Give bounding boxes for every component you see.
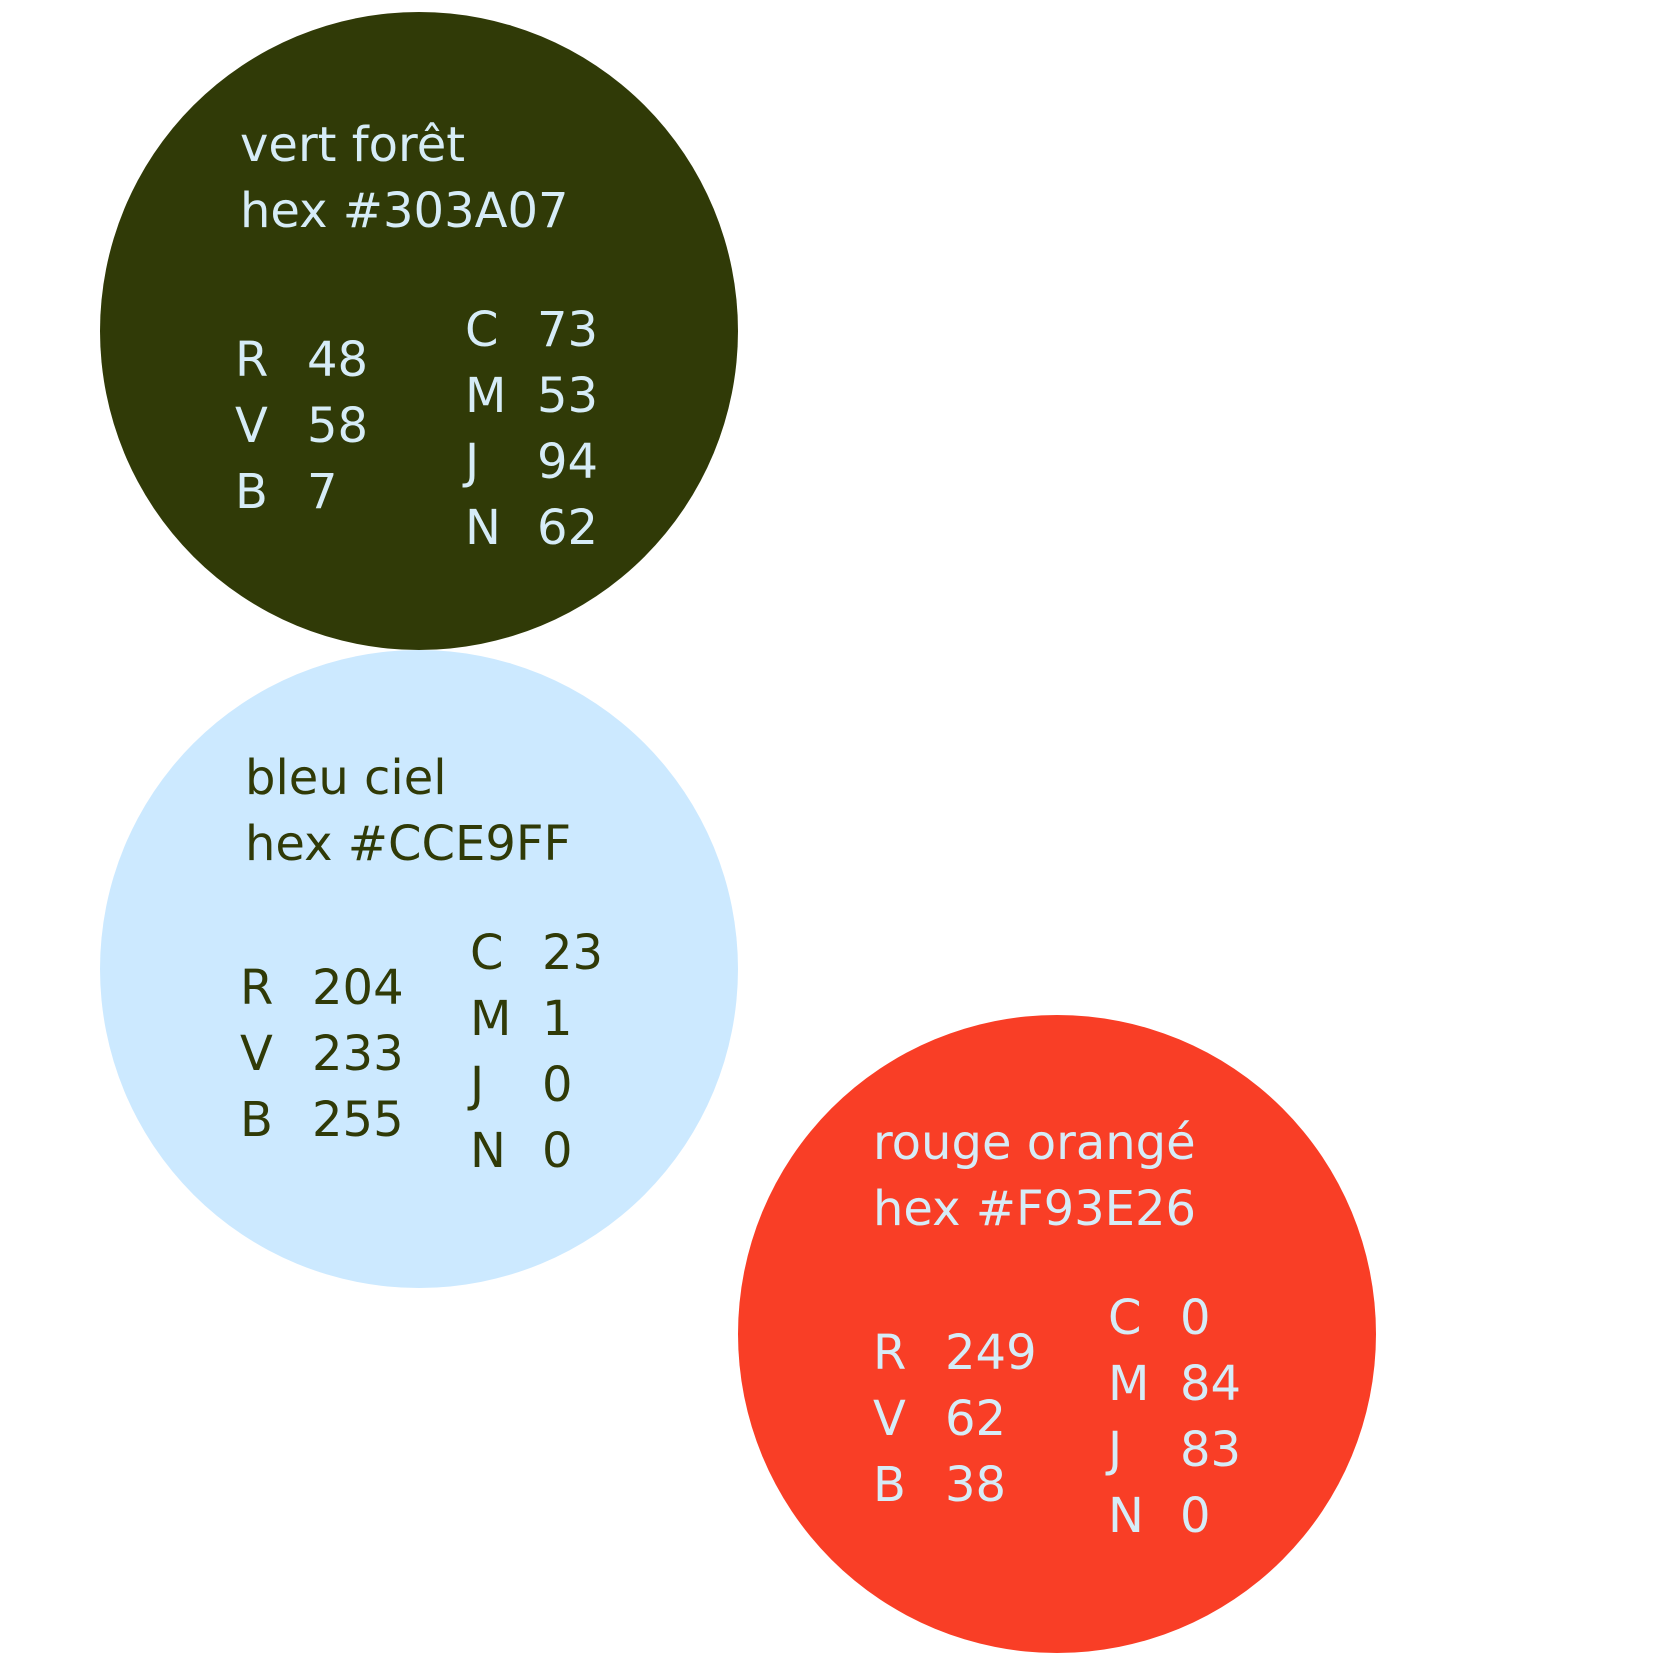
rgb-value: 58 [307,398,369,454]
color-hex: hex #303A07 [240,183,569,239]
rgb-key: R [235,332,269,388]
cmyk-value: 0 [1180,1290,1211,1346]
rgb-value: 233 [312,1026,404,1082]
cmyk-value: 83 [1180,1422,1242,1478]
cmyk-key: M [1108,1356,1150,1412]
rgb-values: R 249 V 62 B 38 [873,1320,1037,1518]
rgb-value: 48 [307,332,369,388]
rgb-key: B [235,464,268,520]
rgb-value: 255 [312,1092,404,1148]
rgb-key: B [240,1092,273,1148]
color-hex: hex #CCE9FF [245,816,572,872]
cmyk-value: 23 [542,925,604,981]
cmyk-value: 73 [537,302,599,358]
cmyk-value: 62 [537,500,599,556]
color-name: bleu ciel [245,750,447,806]
cmyk-key: C [470,925,504,981]
swatch-label: bleu ciel hex #CCE9FF [245,745,571,877]
swatch-label: rouge orangé hex #F93E26 [873,1110,1196,1242]
color-hex: hex #F93E26 [873,1181,1197,1237]
rgb-key: V [240,1026,273,1082]
cmyk-key: N [465,500,501,556]
rgb-value: 62 [945,1391,1007,1447]
color-name: rouge orangé [873,1115,1196,1171]
rgb-key: B [873,1457,906,1513]
cmyk-value: 0 [542,1123,573,1179]
rgb-key: R [240,960,274,1016]
rgb-value: 7 [307,464,338,520]
cmyk-key: N [470,1123,506,1179]
cmyk-key: N [1108,1488,1144,1544]
cmyk-key: M [465,368,507,424]
rgb-values: R 204 V 233 B 255 [240,955,404,1153]
cmyk-key: M [470,991,512,1047]
rgb-value: 249 [945,1325,1037,1381]
rgb-key: V [873,1391,906,1447]
cmyk-key: J [1108,1422,1123,1478]
cmyk-key: J [465,434,480,490]
cmyk-key: C [465,302,499,358]
cmyk-key: C [1108,1290,1142,1346]
cmyk-value: 0 [542,1057,573,1113]
rgb-key: V [235,398,268,454]
swatch-label: vert forêt hex #303A07 [240,112,569,244]
cmyk-key: J [470,1057,485,1113]
rgb-value: 38 [945,1457,1007,1513]
cmyk-value: 94 [537,434,599,490]
cmyk-value: 53 [537,368,599,424]
swatch-bleu-ciel: bleu ciel hex #CCE9FF R 204 V 233 B 255 C 23… [100,650,738,1288]
color-name: vert forêt [240,117,466,173]
cmyk-values: C 73 M 53 J 94 N 62 [465,297,598,561]
cmyk-value: 1 [542,991,573,1047]
cmyk-value: 84 [1180,1356,1242,1412]
rgb-key: R [873,1325,907,1381]
cmyk-value: 0 [1180,1488,1211,1544]
rgb-value: 204 [312,960,404,1016]
